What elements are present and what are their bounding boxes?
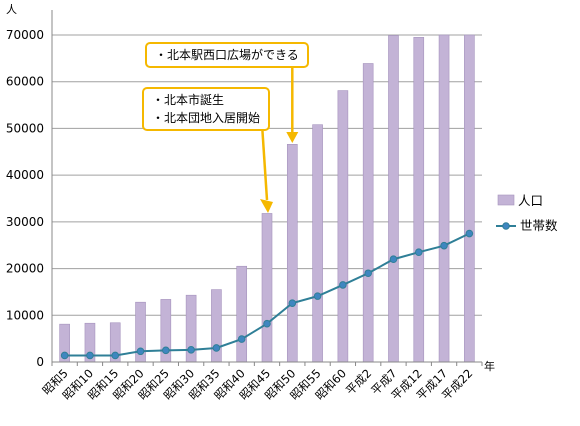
legend-households-marker — [502, 222, 510, 230]
y-tick-label: 40000 — [6, 168, 44, 182]
legend-population-label: 人口 — [518, 193, 543, 208]
population-bar — [362, 63, 374, 363]
legend-households-label: 世帯数 — [520, 218, 558, 233]
households-point — [237, 335, 246, 343]
households-point — [364, 269, 372, 278]
annotation-1-arrowhead — [286, 132, 299, 143]
y-tick-label: 60000 — [6, 75, 44, 89]
x-unit-label: 年 — [484, 359, 495, 373]
households-point — [212, 344, 221, 352]
annotation-2-arrowhead — [260, 199, 273, 213]
households-point — [162, 346, 170, 355]
population-bar — [337, 90, 349, 363]
y-tick-label: 0 — [36, 355, 44, 369]
households-point — [111, 351, 120, 360]
households-point — [339, 281, 347, 289]
y-tick-label: 70000 — [6, 28, 44, 42]
population-bar — [438, 34, 450, 363]
annotation-callout-1: ・北本駅西口広場ができる — [145, 42, 309, 68]
legend-population-swatch — [497, 194, 515, 206]
households-point — [389, 255, 398, 264]
population-bar — [312, 124, 323, 363]
households-point — [86, 351, 94, 360]
y-tick-label: 30000 — [6, 215, 44, 229]
population-bar — [236, 265, 248, 363]
households-point — [60, 351, 69, 360]
annotation-2-line-2: ・北本団地入居開始 — [152, 111, 261, 125]
annotation-2-line-1: ・北本市誕生 — [152, 93, 225, 107]
population-bar — [464, 34, 475, 363]
population-bar — [388, 35, 399, 363]
y-tick-label: 50000 — [6, 121, 44, 135]
annotation-2-arrow — [260, 123, 269, 201]
households-point — [263, 319, 271, 328]
households-point — [313, 292, 322, 300]
households-point — [187, 346, 195, 354]
y-unit-label: 人 — [6, 3, 17, 16]
y-tick-label: 10000 — [6, 308, 44, 322]
population-bar — [261, 213, 273, 363]
population-bar — [413, 37, 425, 363]
y-tick-label: 20000 — [6, 262, 44, 276]
households-point — [288, 299, 297, 307]
x-tick-label: 平成2 — [343, 366, 374, 397]
population-bar — [286, 144, 298, 363]
households-point — [440, 241, 448, 250]
annotation-1-line-1: ・北本駅西口広場ができる — [155, 48, 299, 62]
annotation-callout-2: ・北本市誕生 ・北本団地入居開始 — [142, 87, 271, 131]
households-point — [136, 347, 145, 356]
households-point — [465, 229, 474, 238]
households-point — [414, 248, 423, 257]
